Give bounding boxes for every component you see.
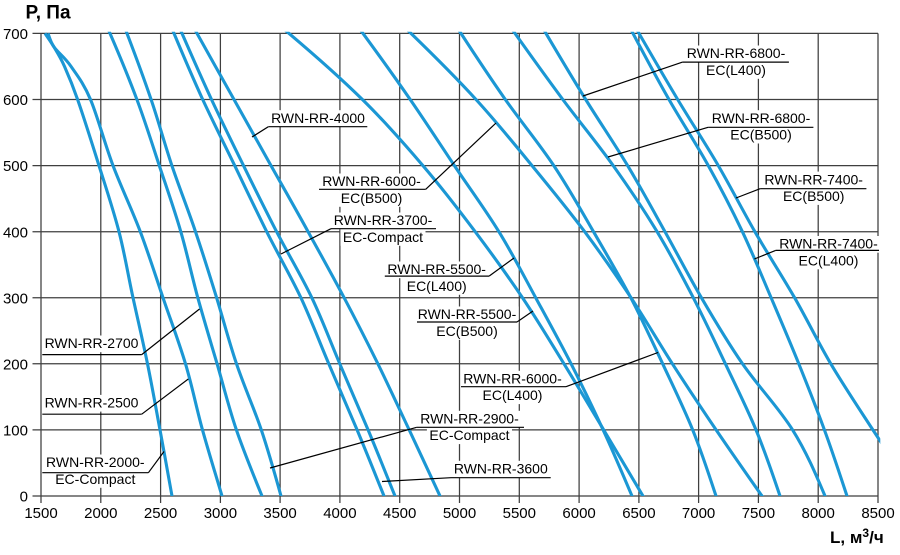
svg-text:EC-Compact: EC-Compact	[55, 471, 135, 487]
svg-text:EC(L400): EC(L400)	[483, 387, 543, 403]
svg-text:EC(B500): EC(B500)	[783, 188, 844, 204]
svg-text:RWN-RR-6800-: RWN-RR-6800-	[712, 110, 811, 126]
svg-text:RWN-RR-3700-: RWN-RR-3700-	[334, 212, 433, 228]
svg-text:4500: 4500	[383, 505, 416, 522]
svg-text:EC-Compact: EC-Compact	[429, 427, 509, 443]
svg-text:0: 0	[20, 489, 28, 506]
svg-text:1500: 1500	[24, 505, 57, 522]
svg-text:RWN-RR-4000: RWN-RR-4000	[271, 110, 365, 126]
svg-text:EC(L400): EC(L400)	[799, 252, 859, 268]
svg-text:3000: 3000	[204, 505, 237, 522]
svg-text:L, м3/ч: L, м3/ч	[830, 526, 884, 547]
svg-text:400: 400	[3, 224, 28, 241]
svg-text:P, Па: P, Па	[26, 3, 71, 24]
svg-text:RWN-RR-6800-: RWN-RR-6800-	[687, 45, 786, 61]
svg-text:RWN-RR-2700: RWN-RR-2700	[45, 335, 139, 351]
svg-text:2500: 2500	[144, 505, 177, 522]
svg-text:6000: 6000	[562, 505, 595, 522]
svg-text:RWN-RR-2500: RWN-RR-2500	[45, 395, 139, 411]
svg-text:RWN-RR-2000-: RWN-RR-2000-	[46, 454, 145, 470]
svg-text:EC(B500): EC(B500)	[341, 190, 402, 206]
svg-text:EC(L400): EC(L400)	[706, 62, 766, 78]
svg-text:100: 100	[3, 423, 28, 440]
svg-text:2000: 2000	[84, 505, 117, 522]
svg-text:EC(B500): EC(B500)	[436, 323, 497, 339]
svg-text:4000: 4000	[323, 505, 356, 522]
svg-text:8500: 8500	[861, 505, 894, 522]
svg-text:RWN-RR-6000-: RWN-RR-6000-	[463, 371, 562, 387]
svg-text:RWN-RR-5500-: RWN-RR-5500-	[387, 261, 486, 277]
svg-text:RWN-RR-7400-: RWN-RR-7400-	[779, 236, 878, 252]
svg-text:EC-Compact: EC-Compact	[343, 229, 423, 245]
svg-text:7000: 7000	[682, 505, 715, 522]
svg-text:3500: 3500	[263, 505, 296, 522]
svg-text:700: 700	[3, 26, 28, 43]
svg-text:6500: 6500	[622, 505, 655, 522]
svg-text:RWN-RR-3600: RWN-RR-3600	[454, 461, 548, 477]
svg-text:8000: 8000	[802, 505, 835, 522]
svg-text:7500: 7500	[742, 505, 775, 522]
svg-text:5500: 5500	[503, 505, 536, 522]
svg-text:300: 300	[3, 290, 28, 307]
svg-text:RWN-RR-7400-: RWN-RR-7400-	[764, 171, 863, 187]
svg-text:EC(L400): EC(L400)	[407, 278, 467, 294]
svg-text:600: 600	[3, 92, 28, 109]
svg-text:EC(B500): EC(B500)	[730, 127, 791, 143]
svg-text:200: 200	[3, 356, 28, 373]
svg-text:500: 500	[3, 158, 28, 175]
svg-text:RWN-RR-2900-: RWN-RR-2900-	[420, 411, 519, 427]
svg-text:5000: 5000	[443, 505, 476, 522]
svg-text:RWN-RR-5500-: RWN-RR-5500-	[418, 306, 517, 322]
svg-text:RWN-RR-6000-: RWN-RR-6000-	[322, 173, 421, 189]
